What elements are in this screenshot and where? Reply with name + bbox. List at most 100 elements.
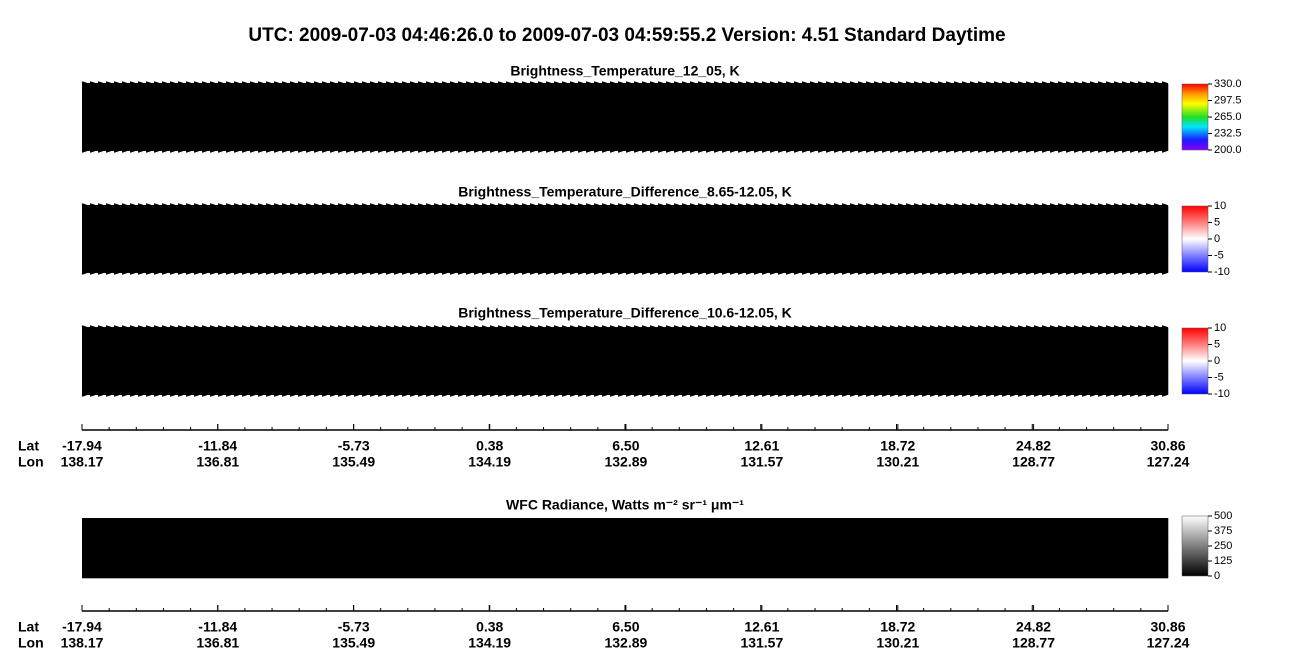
swath-pixel <box>810 128 815 151</box>
swath-edge-tooth <box>1001 271 1009 275</box>
swath-pixel <box>118 538 123 559</box>
swath-edge-tooth <box>889 81 897 85</box>
swath-pixel <box>834 538 839 559</box>
swath-pixel <box>722 228 727 251</box>
swath-edge-tooth <box>353 149 361 153</box>
swath-pixel <box>262 206 267 229</box>
swath-pixel <box>110 372 115 395</box>
swath-pixel <box>138 350 143 373</box>
swath-pixel <box>698 250 703 273</box>
swath-pixel <box>814 84 819 107</box>
swath-pixel <box>1058 106 1063 129</box>
swath-pixel <box>586 250 591 273</box>
swath-pixel <box>310 106 315 129</box>
swath-pixel <box>250 106 255 129</box>
swath-pixel <box>318 372 323 395</box>
swath-pixel <box>194 228 199 251</box>
swath-pixel <box>402 328 407 351</box>
swath-pixel <box>730 372 735 395</box>
swath-edge-tooth <box>369 149 377 153</box>
swath-pixel <box>518 518 523 539</box>
swath-pixel <box>570 250 575 273</box>
swath-pixel <box>694 372 699 395</box>
swath-pixel <box>990 250 995 273</box>
swath-pixel <box>466 250 471 273</box>
swath-edge-tooth <box>681 271 689 275</box>
swath-pixel <box>194 328 199 351</box>
swath-pixel <box>86 328 91 351</box>
swath-pixel <box>822 84 827 107</box>
swath-pixel <box>1166 518 1169 539</box>
swath-pixel <box>646 538 651 559</box>
swath-pixel <box>598 206 603 229</box>
swath-pixel <box>290 206 295 229</box>
swath-pixel <box>426 206 431 229</box>
swath-pixel <box>534 106 539 129</box>
swath-pixel <box>582 84 587 107</box>
swath-edge-tooth <box>313 325 321 329</box>
swath-edge-tooth <box>201 81 209 85</box>
swath-pixel <box>950 518 955 539</box>
swath-pixel <box>418 228 423 251</box>
swath-pixel <box>846 558 851 579</box>
swath-pixel <box>262 228 267 251</box>
swath-pixel <box>454 128 459 151</box>
swath-pixel <box>774 228 779 251</box>
swath-pixel <box>942 538 947 559</box>
swath-pixel <box>454 250 459 273</box>
swath-pixel <box>614 372 619 395</box>
swath-pixel <box>162 128 167 151</box>
swath-pixel <box>238 128 243 151</box>
swath-pixel <box>722 350 727 373</box>
swath-pixel <box>890 106 895 129</box>
swath-edge-tooth <box>1025 81 1033 85</box>
x-axis-label: Lat <box>18 619 39 635</box>
swath-edge-tooth <box>841 393 849 397</box>
swath-edge-tooth <box>529 203 537 207</box>
swath-pixel <box>722 328 727 351</box>
swath-pixel <box>782 128 787 151</box>
swath-pixel <box>614 106 619 129</box>
swath-edge-tooth <box>537 81 545 85</box>
swath-pixel <box>946 228 951 251</box>
swath-pixel <box>938 538 943 559</box>
swath-pixel <box>470 518 475 539</box>
swath-pixel <box>330 106 335 129</box>
swath-pixel <box>650 372 655 395</box>
swath-pixel <box>630 128 635 151</box>
swath-pixel <box>182 106 187 129</box>
swath-pixel <box>514 518 519 539</box>
swath-pixel <box>186 350 191 373</box>
swath-pixel <box>374 84 379 107</box>
swath-pixel <box>858 558 863 579</box>
swath-pixel <box>110 538 115 559</box>
swath-pixel <box>930 372 935 395</box>
swath-edge-tooth <box>497 149 505 153</box>
swath-pixel <box>562 538 567 559</box>
swath-pixel <box>766 250 771 273</box>
swath-pixel <box>354 558 359 579</box>
swath-pixel <box>818 106 823 129</box>
swath-edge-tooth <box>1113 149 1121 153</box>
swath-pixel <box>610 106 615 129</box>
swath-pixel <box>1010 128 1015 151</box>
swath-edge-tooth <box>721 393 729 397</box>
swath-pixel <box>662 206 667 229</box>
swath-pixel <box>94 128 99 151</box>
swath-pixel <box>254 558 259 579</box>
swath-edge-tooth <box>785 271 793 275</box>
swath-pixel <box>226 206 231 229</box>
swath-pixel <box>562 328 567 351</box>
swath-edge-tooth <box>945 325 953 329</box>
swath-pixel <box>1146 350 1151 373</box>
swath-pixel <box>354 206 359 229</box>
swath-pixel <box>98 518 103 539</box>
swath-pixel <box>662 350 667 373</box>
swath-pixel <box>82 518 87 539</box>
swath-edge-tooth <box>625 81 633 85</box>
swath-pixel <box>558 372 563 395</box>
swath-edge-tooth <box>1161 325 1169 329</box>
swath-pixel <box>654 206 659 229</box>
swath-pixel <box>582 106 587 129</box>
swath-pixel <box>1150 106 1155 129</box>
